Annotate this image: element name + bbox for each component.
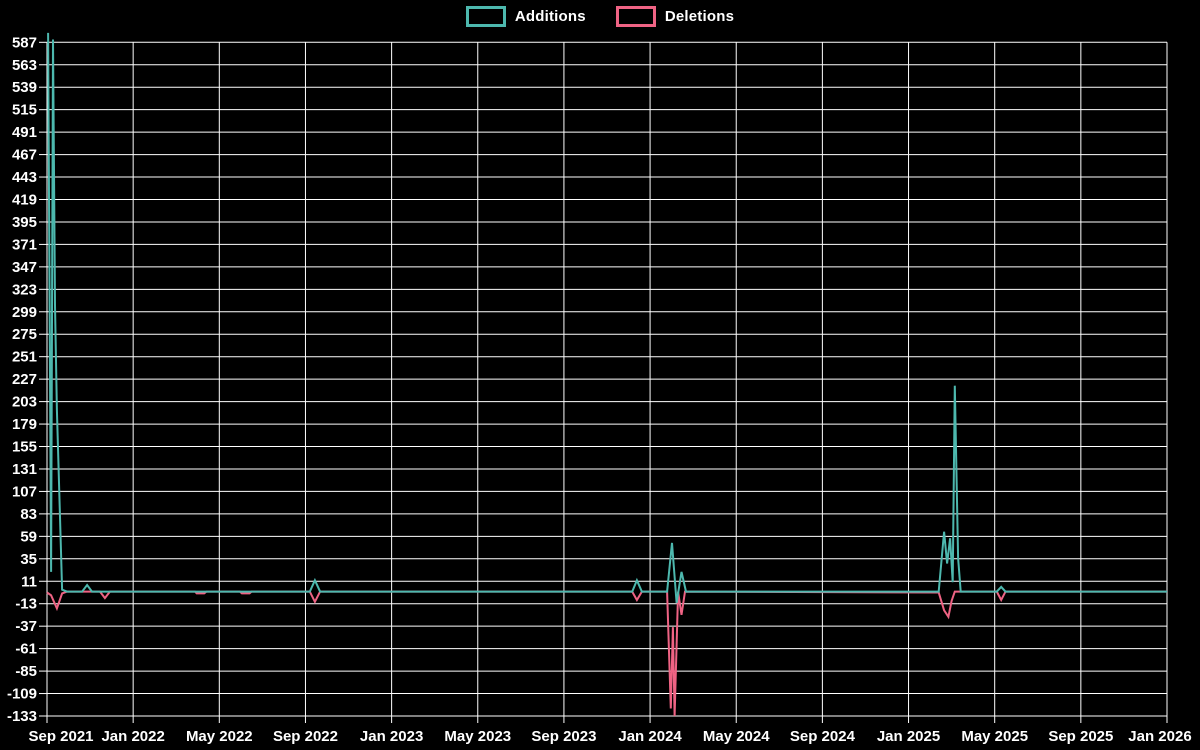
chart-legend: Additions Deletions (0, 6, 1200, 27)
y-tick-label: -61 (15, 641, 37, 658)
y-tick-label: 347 (12, 259, 37, 276)
legend-label-additions: Additions (514, 8, 586, 25)
x-tick-label: Jan 2022 (101, 728, 164, 745)
y-tick-label: 275 (12, 326, 37, 343)
y-tick-label: 11 (21, 573, 37, 590)
y-tick-label: 419 (12, 191, 37, 208)
x-tick-label: May 2025 (961, 728, 1028, 745)
y-tick-label: 155 (12, 439, 37, 456)
y-tick-label: 179 (12, 416, 37, 433)
y-tick-label: 323 (12, 281, 37, 298)
y-tick-label: 83 (20, 506, 37, 523)
y-tick-label: 563 (12, 57, 37, 74)
y-tick-label: 443 (12, 169, 37, 186)
legend-item-additions[interactable]: Additions (465, 6, 586, 27)
legend-item-deletions[interactable]: Deletions (615, 6, 735, 27)
y-tick-label: 395 (12, 214, 37, 231)
x-axis-labels: Sep 2021 Jan 2022 May 2022 Sep 2022 Jan 2023… (28, 728, 1191, 745)
y-axis-labels: 587 563 539 515 491 467 443 419 395 371 347 323 299 2… (7, 34, 37, 725)
series-line-additions (47, 32, 1167, 603)
y-tick-label: 587 (12, 34, 37, 51)
y-tick-label: 491 (12, 124, 37, 141)
y-tick-label: 203 (12, 394, 37, 411)
x-tick-label: May 2022 (186, 728, 253, 745)
x-tick-label: Sep 2024 (790, 728, 856, 745)
y-tick-label: 371 (12, 236, 37, 253)
series-line-deletions (46, 590, 1167, 717)
y-tick-label: 251 (12, 349, 37, 366)
grid-lines (46, 41, 1168, 723)
y-tick-label: -85 (15, 663, 37, 680)
axis-ticks (39, 41, 47, 717)
x-tick-label: Sep 2025 (1048, 728, 1113, 745)
deletions-swatch-icon (615, 6, 656, 27)
y-tick-label: 539 (12, 79, 37, 96)
x-tick-label: Sep 2021 (28, 728, 93, 745)
y-tick-label: -133 (7, 708, 37, 725)
additions-swatch-icon (465, 6, 506, 27)
y-tick-label: -37 (15, 618, 37, 635)
x-tick-label: Sep 2023 (531, 728, 596, 745)
x-tick-label: Jan 2023 (360, 728, 423, 745)
x-tick-label: Jan 2024 (618, 728, 682, 745)
y-tick-label: 515 (12, 102, 37, 119)
x-tick-label: Sep 2022 (273, 728, 338, 745)
y-tick-label: -13 (15, 596, 37, 613)
x-tick-label: Jan 2026 (1128, 728, 1191, 745)
y-tick-label: -109 (7, 686, 37, 703)
y-tick-label: 227 (12, 371, 37, 388)
y-tick-label: 131 (12, 461, 37, 478)
y-tick-label: 59 (20, 528, 37, 545)
x-tick-label: Jan 2025 (877, 728, 940, 745)
legend-label-deletions: Deletions (664, 8, 735, 25)
x-tick-label: May 2023 (444, 728, 511, 745)
y-tick-label: 467 (12, 147, 37, 164)
y-tick-label: 107 (12, 483, 37, 500)
y-tick-label: 299 (12, 304, 37, 321)
x-tick-label: May 2024 (703, 728, 770, 745)
y-tick-label: 35 (20, 551, 37, 568)
